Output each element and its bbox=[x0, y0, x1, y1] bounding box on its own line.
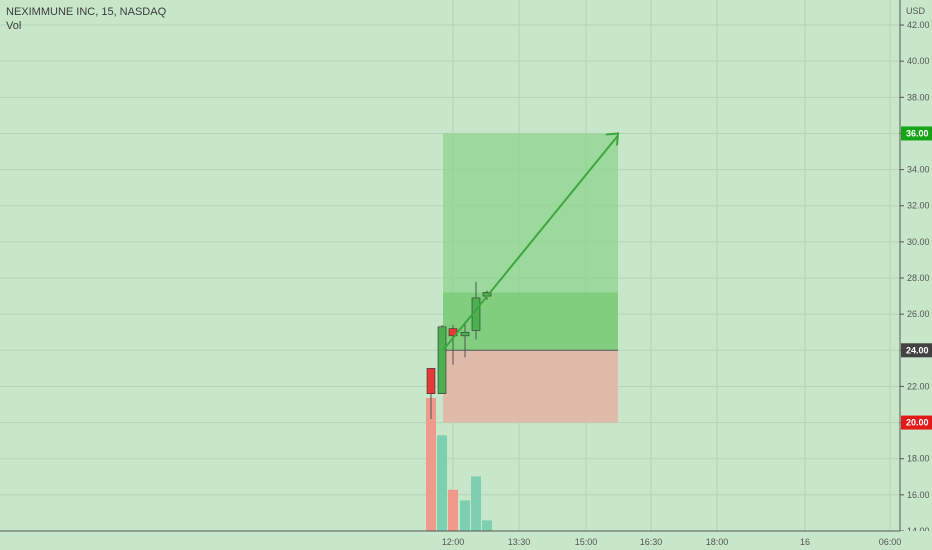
stop-price-tag bbox=[901, 415, 932, 430]
price-tick-label: 38.00 bbox=[907, 92, 930, 102]
price-tick-label: 34.00 bbox=[907, 165, 930, 175]
volume-bar bbox=[437, 435, 447, 531]
volume-bar bbox=[460, 500, 470, 531]
time-axis[interactable] bbox=[0, 531, 932, 550]
currency-label: USD bbox=[906, 6, 926, 16]
volume-bar bbox=[482, 520, 492, 531]
target-price-tag-label: 36.00 bbox=[906, 128, 929, 138]
price-axis[interactable] bbox=[900, 0, 932, 531]
stop-price-tag-label: 20.00 bbox=[906, 418, 929, 428]
time-tick-label: 06:00 bbox=[879, 537, 902, 547]
price-tick-label: 22.00 bbox=[907, 381, 930, 391]
candle-body[interactable] bbox=[460, 331, 470, 337]
price-tick-label: 30.00 bbox=[907, 237, 930, 247]
candle-body[interactable] bbox=[426, 368, 436, 394]
target-price-tag bbox=[901, 126, 932, 141]
symbol-title: NEXIMMUNE INC, 15, NASDAQ bbox=[6, 6, 167, 18]
time-tick-label: 12:00 bbox=[442, 537, 465, 547]
open-profit-zone bbox=[443, 292, 618, 351]
time-tick-label: 13:30 bbox=[508, 537, 531, 547]
price-tick-label: 42.00 bbox=[907, 20, 930, 30]
volume-label: Vol bbox=[6, 20, 22, 32]
price-tick-label: 18.00 bbox=[907, 454, 930, 464]
price-tick-label: 40.00 bbox=[907, 56, 930, 66]
price-tick-label: 32.00 bbox=[907, 201, 930, 211]
time-tick-label: 18:00 bbox=[706, 537, 729, 547]
time-tick-label: 16:30 bbox=[640, 537, 663, 547]
trend-arrow-head bbox=[605, 132, 620, 146]
candle-body[interactable] bbox=[437, 326, 447, 394]
stop-loss-zone[interactable] bbox=[443, 350, 618, 423]
price-tick-label: 28.00 bbox=[907, 273, 930, 283]
price-tick-label: 16.00 bbox=[907, 490, 930, 500]
time-tick-label: 15:00 bbox=[575, 537, 598, 547]
trend-arrow-line[interactable] bbox=[442, 134, 619, 351]
price-tick-label: 26.00 bbox=[907, 309, 930, 319]
volume-bar bbox=[471, 476, 481, 531]
volume-bar bbox=[448, 489, 458, 531]
time-tick-label: 16 bbox=[800, 537, 810, 547]
entry-price-tag bbox=[901, 343, 932, 358]
volume-bar bbox=[426, 398, 436, 531]
entry-price-tag-label: 24.00 bbox=[906, 345, 929, 355]
